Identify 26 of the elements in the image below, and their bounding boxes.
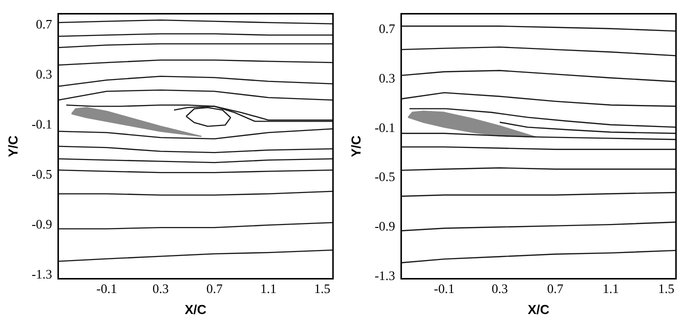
y-axis-title: Y/C [5,134,20,158]
y-tick-label: -0.5 [374,169,396,184]
y-axis-title: Y/C [348,134,364,158]
x-tick-label: 0.7 [206,281,224,296]
x-tick-label: -0.1 [96,281,117,296]
x-axis-title: X/C [528,302,550,317]
y-tick-label: -0.1 [32,116,52,132]
y-tick-label: -0.5 [32,166,52,182]
x-tick-label: 1.5 [658,281,674,296]
x-axis-title: X/C [184,302,208,317]
x-tick-label: 0.7 [547,281,564,296]
y-tick-label: -1.3 [32,266,52,282]
y-tick-label: -1.3 [374,268,396,283]
y-tick-label: -0.9 [32,216,52,232]
y-tick-label: 0.3 [378,70,396,86]
y-tick-label: -0.9 [374,218,396,234]
x-tick-label: 1.1 [602,281,619,296]
x-tick-label: 0.3 [492,281,508,296]
y-tick-label: -0.1 [374,120,396,135]
y-tick-label: 0.7 [36,16,53,32]
y-tick-label: 0.7 [378,21,396,36]
x-tick-label: 0.3 [152,281,169,296]
x-tick-label: 1.5 [314,281,330,296]
x-tick-label: -0.1 [434,281,455,296]
y-tick-label: 0.3 [36,66,52,82]
x-tick-label: 1.1 [260,281,276,296]
